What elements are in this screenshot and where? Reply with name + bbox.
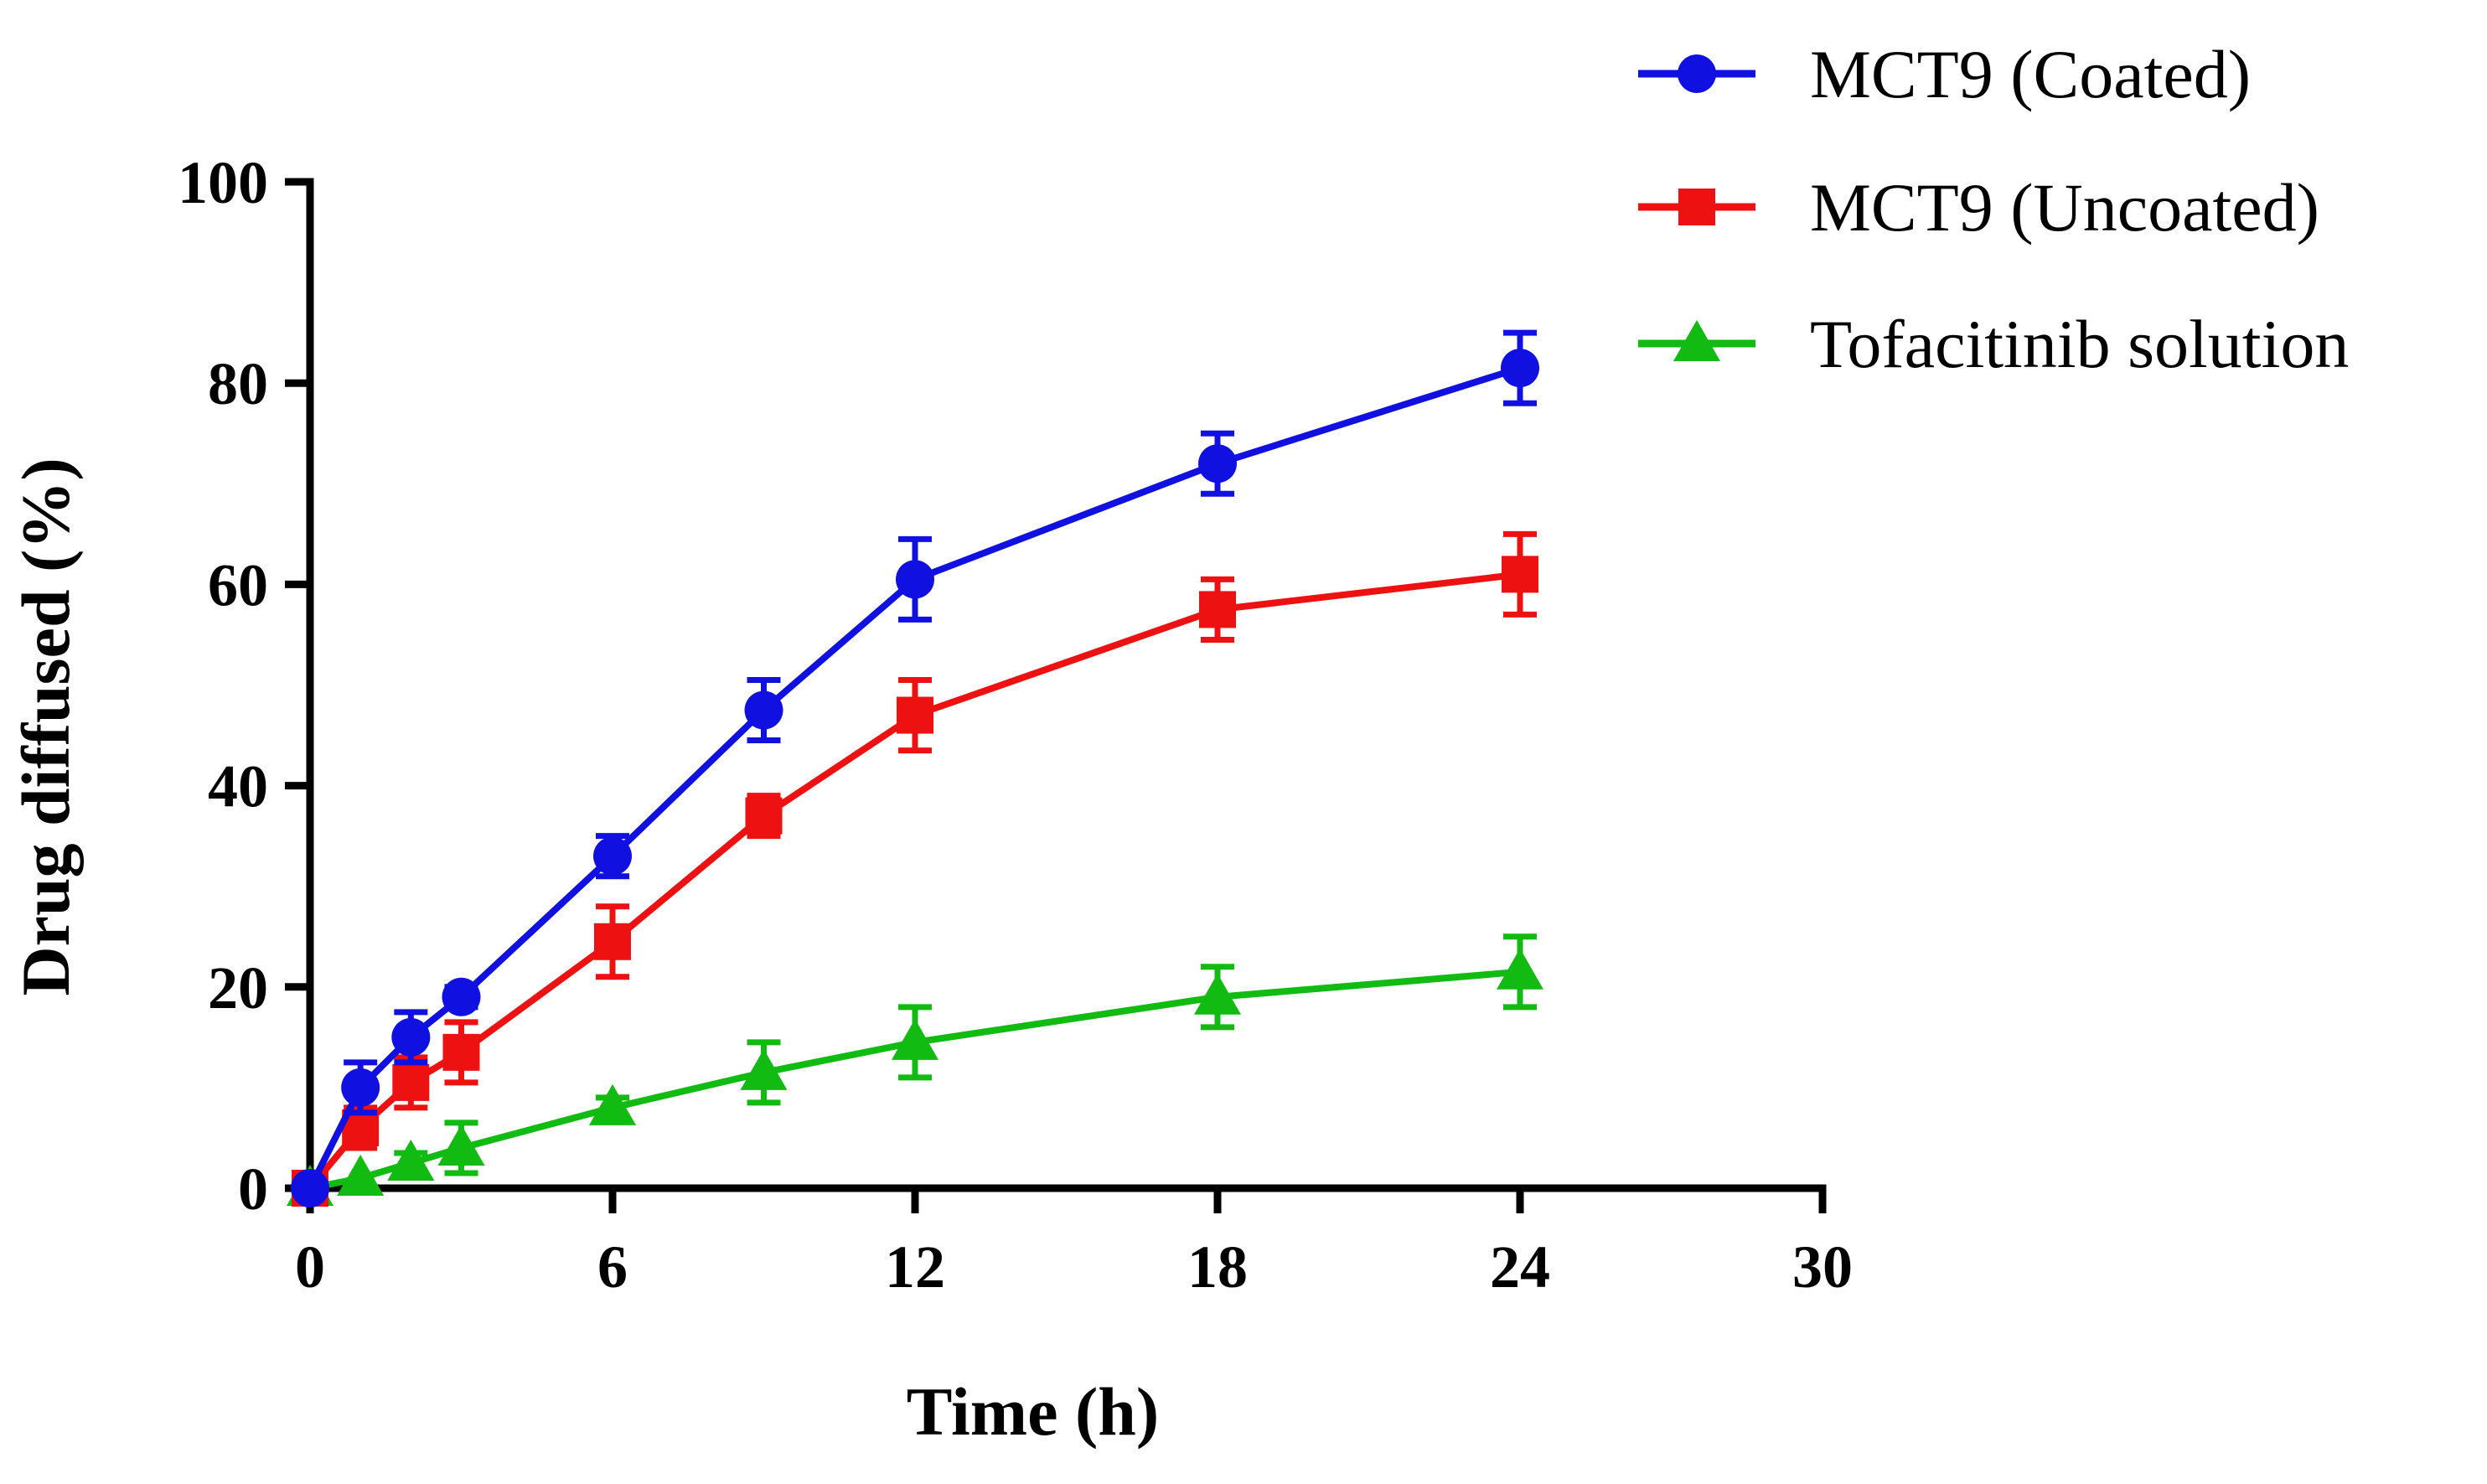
x-tick-label: 12: [885, 1233, 945, 1300]
data-point: [1199, 591, 1236, 628]
data-point: [744, 690, 783, 730]
data-point: [392, 1063, 430, 1101]
data-point: [442, 1033, 480, 1071]
x-tick-label: 30: [1792, 1233, 1853, 1300]
legend-marker: [1673, 320, 1720, 361]
data-point: [1501, 349, 1539, 388]
y-ticks: 0 20 40 60 80 100: [178, 149, 310, 1223]
x-tick-label: 18: [1187, 1233, 1248, 1300]
y-tick-label: 0: [238, 1156, 268, 1223]
series-1: [292, 530, 1538, 1207]
y-axis-title: Drug diffused (%): [8, 458, 84, 995]
y-tick-label: 40: [208, 753, 268, 820]
legend-label: Tofacitinib solution: [1810, 306, 2349, 382]
legend-label: MCT9 (Coated): [1810, 36, 2251, 112]
data-point: [896, 560, 934, 599]
data-point: [897, 696, 933, 734]
data-point: [337, 1154, 385, 1196]
data-point: [391, 1017, 431, 1057]
data-point: [442, 977, 481, 1016]
x-ticks: 0 6 12 18 24 30: [295, 1188, 1853, 1300]
series-0: [291, 329, 1539, 1207]
y-tick-label: 60: [208, 551, 268, 618]
y-tick-label: 100: [178, 149, 268, 216]
legend-item: MCT9 (Uncoated): [1638, 169, 2319, 246]
series-2: [287, 933, 1543, 1206]
legend-item: MCT9 (Coated): [1638, 36, 2251, 112]
data-point: [341, 1068, 380, 1107]
axes: 0 20 40 60 80 100 0 6 12 18 24 30: [178, 149, 1853, 1300]
legend: MCT9 (Coated) MCT9 (Uncoated) Tofacitinib …: [1638, 36, 2349, 382]
data-point: [594, 923, 631, 960]
data-point: [1194, 973, 1241, 1015]
x-tick-label: 0: [295, 1233, 325, 1300]
legend-marker: [1678, 54, 1716, 93]
x-axis-title: Time (h): [907, 1373, 1159, 1450]
data-point: [740, 1048, 788, 1090]
y-tick-label: 80: [208, 350, 268, 417]
data-point: [291, 1169, 329, 1207]
x-tick-label: 24: [1490, 1233, 1550, 1300]
data-point: [892, 1018, 938, 1060]
legend-item: Tofacitinib solution: [1638, 306, 2349, 382]
series-line: [307, 571, 1521, 1191]
legend-label: MCT9 (Uncoated): [1810, 169, 2319, 246]
legend-marker: [1678, 189, 1715, 225]
data-point: [1198, 444, 1237, 483]
data-point: [1497, 948, 1543, 990]
x-tick-label: 6: [597, 1233, 628, 1300]
data-point: [593, 836, 632, 876]
data-point: [1502, 556, 1538, 593]
series-layer: [287, 329, 1543, 1207]
data-point: [589, 1083, 636, 1125]
y-tick-label: 20: [208, 954, 268, 1021]
data-point: [437, 1124, 485, 1166]
data-point: [387, 1139, 435, 1181]
data-point: [745, 797, 783, 835]
